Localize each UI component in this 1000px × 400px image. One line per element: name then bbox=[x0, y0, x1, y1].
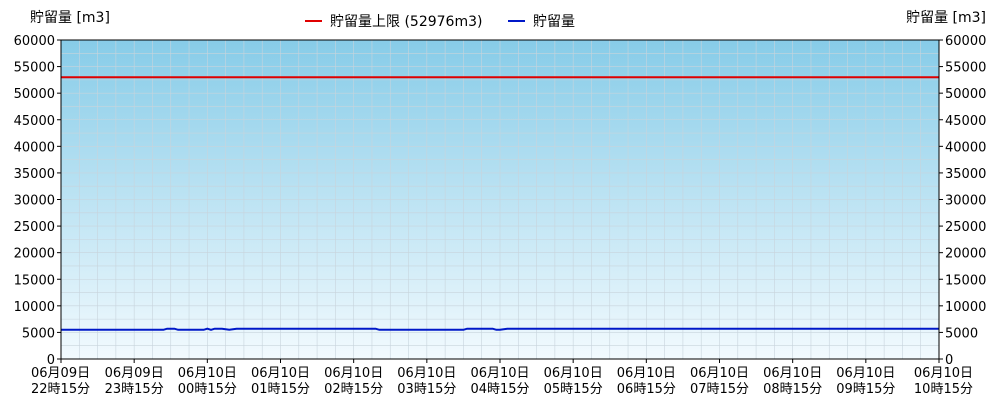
x-tick-label-time: 05時15分 bbox=[544, 382, 603, 397]
y-tick-label-right: 45000 bbox=[945, 114, 986, 129]
legend-label-storage: 貯留量 bbox=[533, 14, 575, 30]
x-tick-label-time: 02時15分 bbox=[324, 382, 383, 397]
y-tick-label-right: 30000 bbox=[945, 194, 986, 209]
y-tick-label-left: 45000 bbox=[14, 114, 55, 129]
y-tick-label-left: 15000 bbox=[14, 273, 55, 288]
x-tick-label-date: 06月10日 bbox=[397, 366, 456, 381]
x-tick-label-date: 06月10日 bbox=[470, 366, 529, 381]
x-tick-label-time: 01時15分 bbox=[251, 382, 310, 397]
y-tick-label-left: 55000 bbox=[14, 61, 55, 76]
y-tick-label-left: 50000 bbox=[14, 87, 55, 102]
y-tick-label-left: 0 bbox=[47, 353, 55, 368]
y-tick-label-right: 0 bbox=[945, 353, 953, 368]
x-tick-label-date: 06月09日 bbox=[105, 366, 164, 381]
y-tick-label-right: 40000 bbox=[945, 140, 986, 155]
x-tick-label-time: 08時15分 bbox=[763, 382, 822, 397]
y-tick-label-left: 60000 bbox=[14, 34, 55, 49]
x-tick-label-date: 06月09日 bbox=[31, 366, 90, 381]
series-layer bbox=[61, 76, 939, 331]
x-tick-label-date: 06月10日 bbox=[914, 366, 973, 381]
y-tick-label-left: 30000 bbox=[14, 194, 55, 209]
y-tick-label-left: 25000 bbox=[14, 220, 55, 235]
y-tick-label-right: 5000 bbox=[945, 326, 978, 341]
x-tick-label-time: 07時15分 bbox=[690, 382, 749, 397]
legend-label-upper-limit: 貯留量上限 (52976m3) bbox=[330, 14, 482, 30]
x-tick-label-time: 09時15分 bbox=[836, 382, 895, 397]
x-tick-label-time: 06時15分 bbox=[617, 382, 676, 397]
x-tick-label-time: 23時15分 bbox=[105, 382, 164, 397]
y-axis-label-left: 貯留量 [m3] bbox=[30, 10, 110, 26]
series-line-storage bbox=[61, 327, 939, 331]
x-tick-label-date: 06月10日 bbox=[836, 366, 895, 381]
x-tick-label-date: 06月10日 bbox=[617, 366, 676, 381]
y-tick-label-right: 60000 bbox=[945, 34, 986, 49]
x-tick-label-time: 00時15分 bbox=[178, 382, 237, 397]
y-tick-label-right: 35000 bbox=[945, 167, 986, 182]
grid bbox=[60, 39, 940, 360]
tick-labels: 0 0 5000 5000 10000 10000 15000 15000 20000 20000… bbox=[14, 34, 987, 397]
x-tick-label-time: 04時15分 bbox=[470, 382, 529, 397]
y-tick-label-left: 40000 bbox=[14, 140, 55, 155]
y-tick-label-right: 55000 bbox=[945, 61, 986, 76]
y-tick-label-right: 50000 bbox=[945, 87, 986, 102]
axes bbox=[57, 39, 943, 363]
x-tick-label-time: 03時15分 bbox=[397, 382, 456, 397]
y-axis-label-right: 貯留量 [m3] bbox=[906, 10, 986, 26]
y-tick-label-left: 10000 bbox=[14, 300, 55, 315]
y-tick-label-right: 15000 bbox=[945, 273, 986, 288]
x-tick-label-date: 06月10日 bbox=[251, 366, 310, 381]
x-tick-label-date: 06月10日 bbox=[544, 366, 603, 381]
x-tick-label-date: 06月10日 bbox=[178, 366, 237, 381]
y-tick-label-left: 35000 bbox=[14, 167, 55, 182]
x-tick-label-date: 06月10日 bbox=[690, 366, 749, 381]
y-tick-label-right: 25000 bbox=[945, 220, 986, 235]
y-tick-label-left: 20000 bbox=[14, 247, 55, 262]
x-tick-label-date: 06月10日 bbox=[324, 366, 383, 381]
x-tick-label-time: 10時15分 bbox=[914, 382, 973, 397]
x-tick-label-time: 22時15分 bbox=[31, 382, 90, 397]
legend: 貯留量上限 (52976m3) 貯留量 bbox=[305, 14, 575, 30]
y-tick-label-left: 5000 bbox=[22, 326, 55, 341]
y-tick-label-right: 10000 bbox=[945, 300, 986, 315]
x-tick-label-date: 06月10日 bbox=[763, 366, 822, 381]
y-tick-label-right: 20000 bbox=[945, 247, 986, 262]
